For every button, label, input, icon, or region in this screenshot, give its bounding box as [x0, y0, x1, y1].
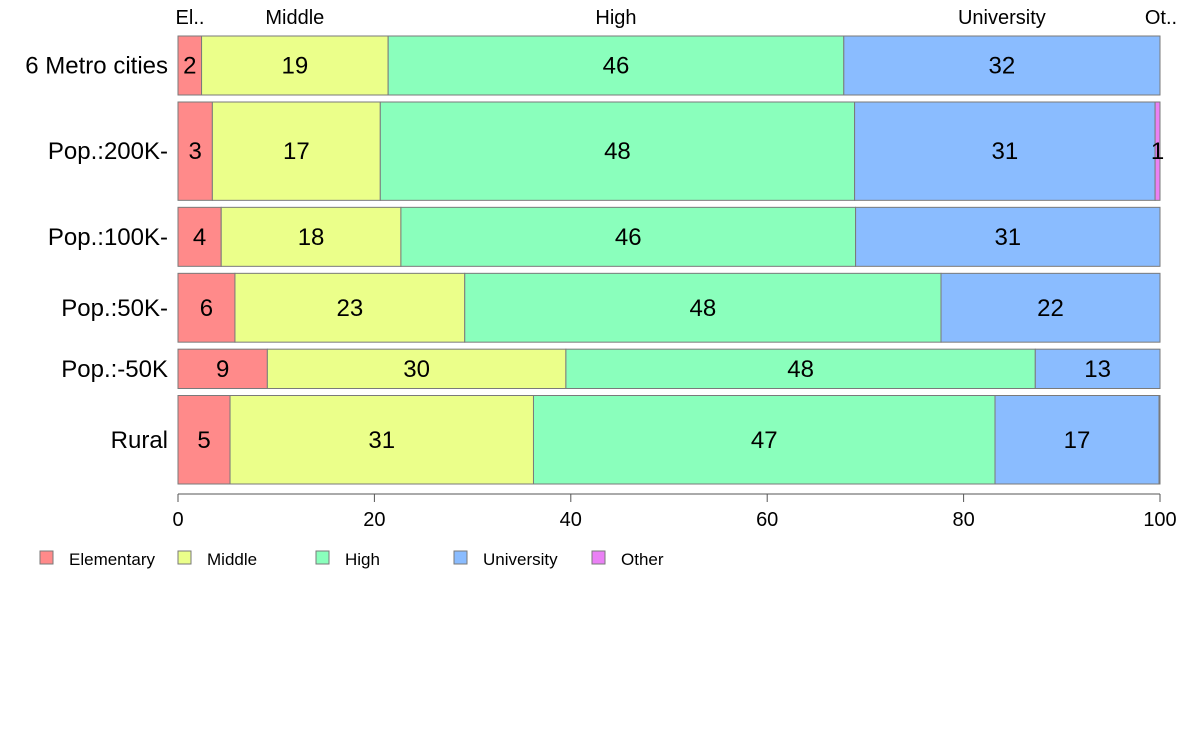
bar-segment-pop-50k-high [464, 272, 942, 343]
x-tick-label-40: 40 [560, 509, 582, 531]
bar-segment-pop-50k-elementary [177, 348, 268, 389]
bar-segment-6-metro-cities-university [843, 35, 1161, 96]
row-label-6-metro-cities: 6 Metro cities [25, 53, 168, 80]
row-label-rural: Rural [111, 427, 168, 454]
bar-segment-pop-50k-university [1034, 348, 1161, 389]
legend-swatch-elementary [39, 550, 54, 565]
data-label-6-metro-cities-middle: 19 [282, 53, 309, 80]
bars-area: 2 19 46 323 17 48 31 14 18 46 316 23 48 229 30 48 135 31 4… [177, 35, 1164, 485]
legend-label-other: Other [621, 550, 664, 569]
data-label-rural-elementary: 5 [197, 427, 210, 454]
data-label-pop-50k-middle: 30 [403, 356, 430, 383]
bar-segment-pop-200k-other [1154, 101, 1161, 201]
top-label-high: High [595, 7, 636, 29]
bar-segment-pop-100k-middle [220, 206, 402, 267]
bar-segment-6-metro-cities-high [387, 35, 845, 96]
legend-label-high: High [345, 550, 380, 569]
legend-swatch-other [591, 550, 606, 565]
data-label-rural-high: 47 [751, 427, 778, 454]
data-label-6-metro-cities-high: 46 [603, 53, 630, 80]
bar-segment-pop-50k-elementary [177, 272, 236, 343]
data-label-6-metro-cities-university: 32 [989, 53, 1016, 80]
data-label-pop-50k-elementary: 6 [200, 295, 213, 322]
data-label-pop-50k-high: 48 [787, 356, 814, 383]
data-label-pop-100k-high: 46 [615, 224, 642, 251]
bar-segment-pop-100k-elementary [177, 206, 222, 267]
data-label-pop-100k-middle: 18 [298, 224, 325, 251]
data-label-pop-100k-university: 31 [994, 224, 1021, 251]
top-label-university: University [958, 7, 1046, 29]
bar-segment-rural-high [532, 395, 996, 485]
bar-segment-pop-200k-elementary [177, 101, 213, 201]
x-tick-label-0: 0 [172, 509, 183, 531]
legend-swatch-university [453, 550, 468, 565]
bar-segment-rural-elementary [177, 395, 231, 485]
data-label-6-metro-cities-elementary: 2 [183, 53, 196, 80]
legend-swatch-high [315, 550, 330, 565]
legend-label-university: University [483, 550, 558, 569]
row-label-pop-100k: Pop.:100K- [48, 224, 168, 251]
legend-label-elementary: Elementary [69, 550, 155, 569]
top-category-labels: El.. Middle High University Ot.. [176, 7, 1178, 29]
bar-segment-pop-100k-high [400, 206, 857, 267]
bar-segment-rural-other [1158, 395, 1161, 485]
x-tick-label-100: 100 [1143, 509, 1176, 531]
bar-segment-pop-200k-high [379, 101, 856, 201]
bar-segment-6-metro-cities-middle [201, 35, 389, 96]
legend-swatch-middle [177, 550, 192, 565]
x-axis: 0 20 40 60 80 100 [172, 493, 1177, 531]
bar-segment-pop-50k-middle [266, 348, 567, 389]
top-label-other: Ot.. [1145, 7, 1177, 29]
data-label-pop-200k-middle: 17 [283, 138, 310, 165]
bar-segment-pop-200k-middle [211, 101, 381, 201]
row-label-pop-50k: Pop.:-50K [61, 356, 168, 383]
data-label-pop-50k-elementary: 9 [216, 356, 229, 383]
data-label-pop-100k-elementary: 4 [193, 224, 206, 251]
x-tick-label-80: 80 [952, 509, 974, 531]
bar-segment-pop-200k-university [854, 101, 1156, 201]
row-label-pop-200k: Pop.:200K- [48, 138, 168, 165]
data-label-rural-middle: 31 [368, 427, 395, 454]
data-label-pop-50k-high: 48 [690, 295, 717, 322]
bar-segment-pop-100k-university [855, 206, 1161, 267]
row-label-pop-50k: Pop.:50K- [61, 295, 168, 322]
legend-label-middle: Middle [207, 550, 257, 569]
data-label-pop-200k-other: 1 [1151, 138, 1164, 165]
legend: Elementary Middle High University Other [39, 550, 664, 569]
x-tick-label-20: 20 [363, 509, 385, 531]
data-label-pop-50k-middle: 23 [336, 295, 363, 322]
data-label-pop-50k-university: 22 [1037, 295, 1064, 322]
row-labels: 6 Metro cities Pop.:200K- Pop.:100K- Pop.:5… [25, 53, 168, 454]
top-label-middle: Middle [265, 7, 324, 29]
data-label-pop-200k-elementary: 3 [189, 138, 202, 165]
data-label-pop-200k-high: 48 [604, 138, 631, 165]
top-label-elementary: El.. [176, 7, 205, 29]
data-label-rural-university: 17 [1064, 427, 1091, 454]
data-label-pop-50k-university: 13 [1084, 356, 1111, 383]
bar-segment-pop-50k-high [565, 348, 1036, 389]
bar-segment-rural-university [994, 395, 1160, 485]
bar-segment-pop-50k-university [940, 272, 1161, 343]
x-tick-label-60: 60 [756, 509, 778, 531]
data-label-pop-200k-university: 31 [991, 138, 1018, 165]
